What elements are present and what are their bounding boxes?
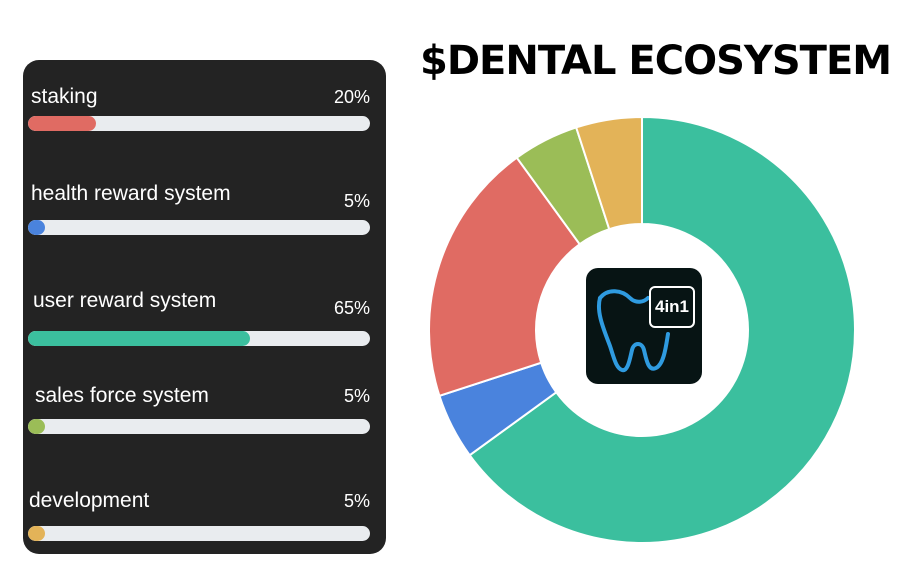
progress-fill	[28, 331, 251, 346]
progress-fill	[28, 526, 46, 541]
app-logo: 4in1	[586, 268, 702, 384]
allocation-panel: staking 20% health reward system 5% user…	[23, 60, 386, 554]
progress-fill	[28, 220, 46, 235]
progress-track	[28, 419, 370, 434]
allocation-percent: 5%	[343, 491, 370, 511]
progress-track	[28, 116, 370, 131]
allocation-item-user-reward: user reward system 65%	[23, 288, 386, 348]
allocation-label: development	[29, 489, 150, 512]
allocation-label: staking	[31, 85, 98, 108]
allocation-percent: 65%	[333, 298, 370, 318]
donut-slice-staking	[428, 156, 582, 398]
allocation-item-sales-force: sales force system 5%	[23, 383, 386, 443]
allocation-label: user reward system	[33, 289, 217, 312]
allocation-item-staking: staking 20%	[23, 84, 386, 144]
allocation-label: sales force system	[35, 384, 209, 407]
progress-fill	[28, 419, 46, 434]
donut-slice-development	[574, 115, 643, 231]
logo-text: 4in1	[649, 286, 695, 328]
allocation-percent: 20%	[333, 87, 370, 107]
donut-chart	[428, 115, 856, 544]
allocation-percent: 5%	[343, 191, 370, 211]
tooth-icon	[597, 289, 670, 373]
progress-track	[28, 220, 370, 235]
progress-track	[28, 331, 370, 346]
donut-slice-user-reward-system	[468, 115, 856, 544]
allocation-percent: 5%	[343, 386, 370, 406]
chart-title: $DENTAL ECOSYSTEM	[420, 38, 892, 84]
allocation-item-health-reward: health reward system 5%	[23, 181, 386, 241]
progress-fill	[28, 116, 97, 131]
progress-track	[28, 526, 370, 541]
allocation-item-development: development 5%	[23, 488, 386, 548]
allocation-label: health reward system	[31, 182, 231, 205]
